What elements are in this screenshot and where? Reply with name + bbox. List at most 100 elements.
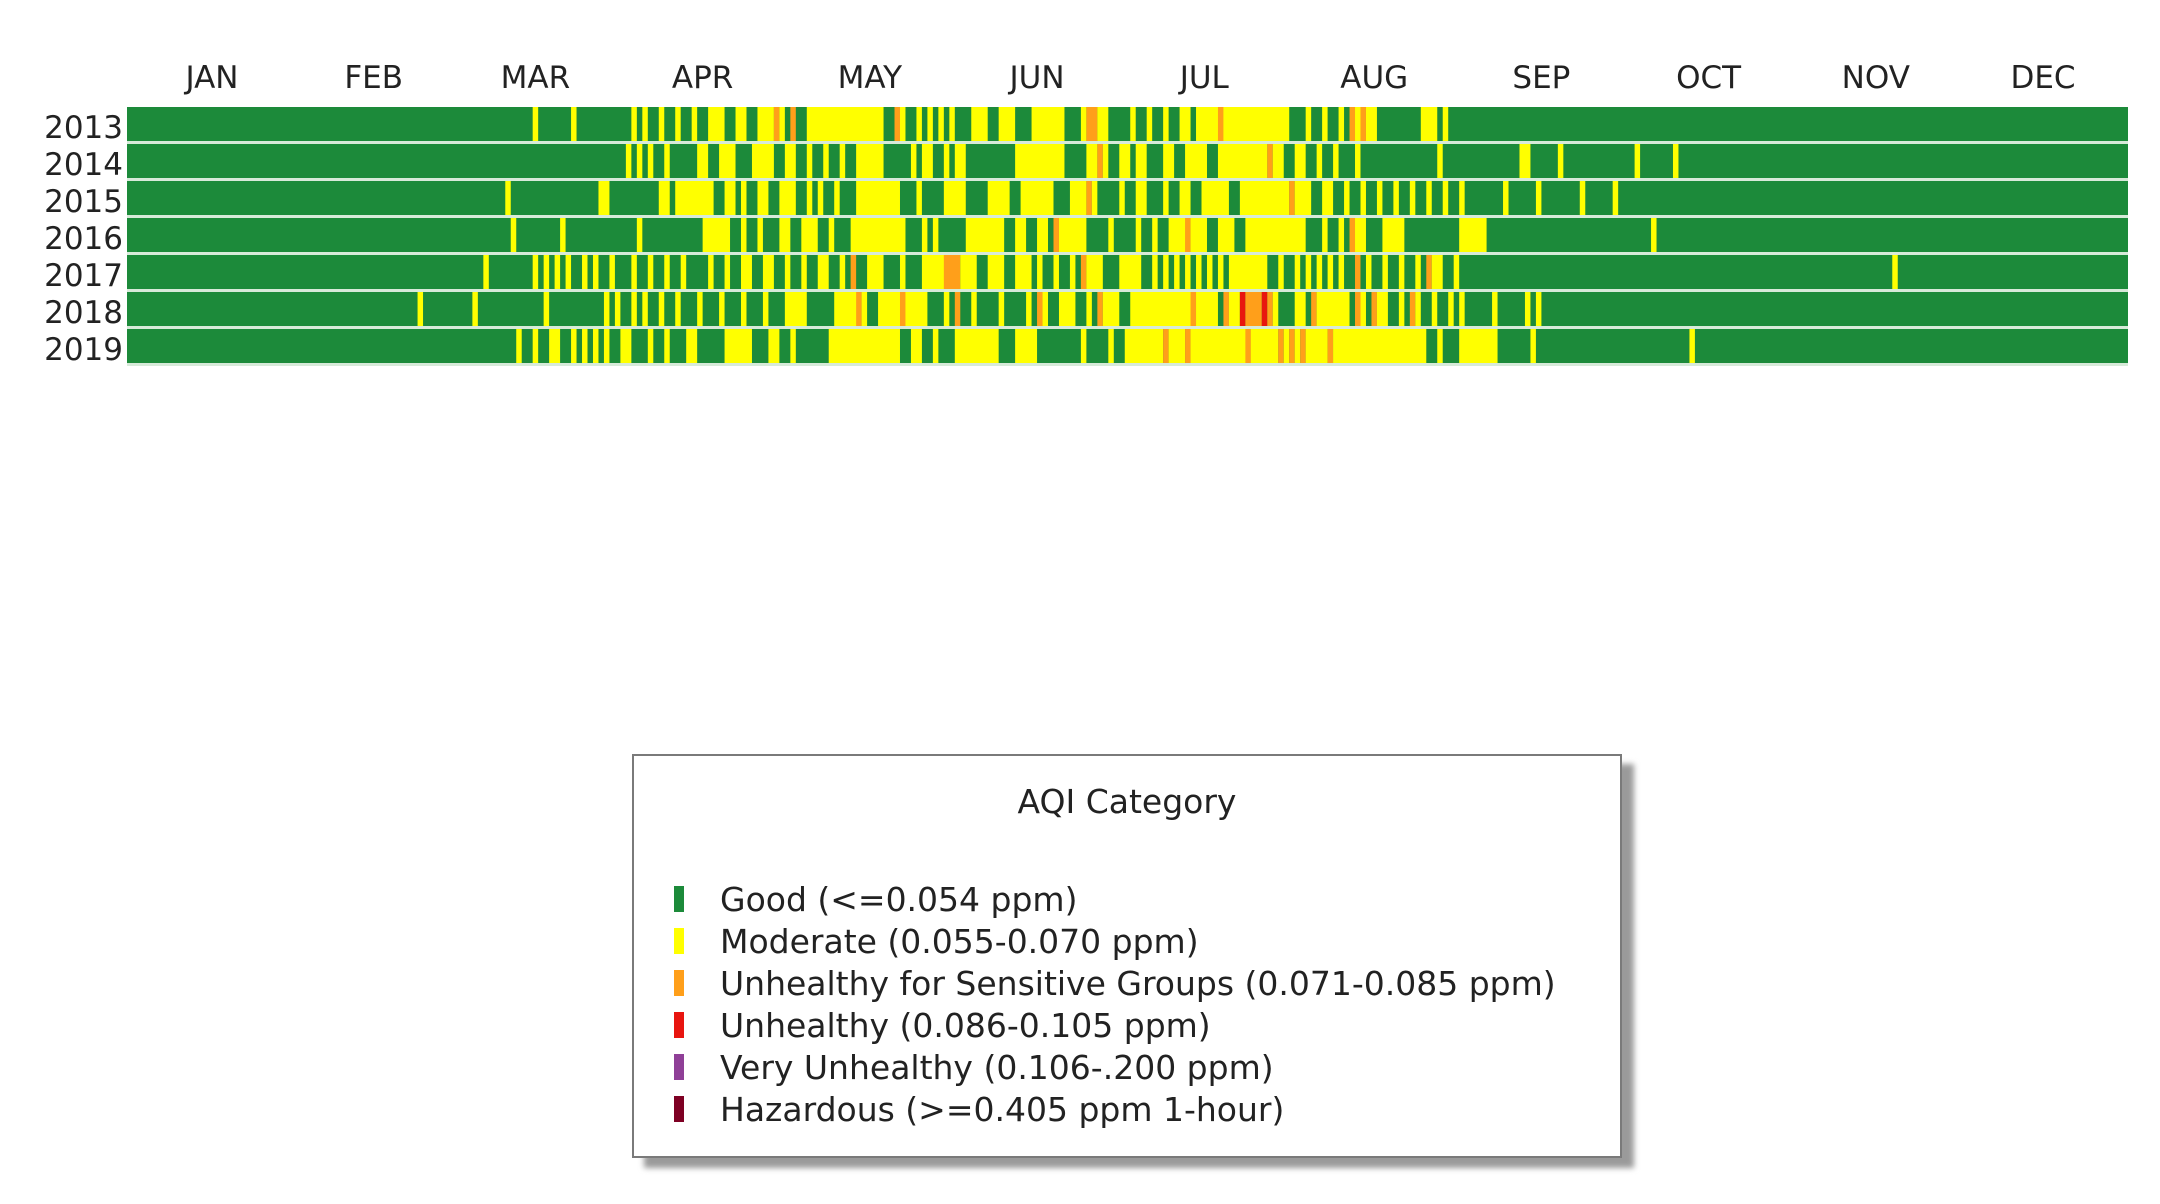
aqi-day-segment — [790, 329, 796, 363]
aqi-day-segment — [1228, 255, 1268, 289]
aqi-day-segment — [1097, 292, 1103, 326]
aqi-day-segment — [757, 181, 769, 215]
aqi-day-segment — [1557, 144, 1564, 178]
aqi-day-segment — [1174, 255, 1180, 289]
good-background-bar — [127, 107, 2128, 141]
aqi-day-segment — [1217, 218, 1235, 252]
aqi-day-segment — [1376, 181, 1383, 215]
aqi-day-segment — [806, 144, 813, 178]
aqi-day-segment — [927, 107, 933, 141]
good-background-bar — [127, 181, 2128, 215]
aqi-day-segment — [1261, 292, 1268, 326]
aqi-day-segment — [1015, 329, 1038, 363]
aqi-legend: AQI Category Good (<=0.054 ppm) Moderate… — [632, 754, 1622, 1158]
row-separator — [127, 252, 2128, 255]
legend-item-usg: Unhealthy for Sensitive Groups (0.071-0.… — [670, 962, 1556, 1004]
aqi-day-segment — [691, 107, 698, 141]
aqi-day-segment — [1031, 107, 1065, 141]
aqi-day-segment — [1338, 107, 1345, 141]
row-separator — [127, 178, 2128, 181]
aqi-day-segment — [850, 255, 857, 289]
aqi-day-segment — [1355, 144, 1361, 178]
month-label-oct: OCT — [1676, 60, 1742, 96]
aqi-day-segment — [1535, 292, 1542, 326]
aqi-day-segment — [554, 255, 561, 289]
aqi-day-segment — [943, 144, 950, 178]
aqi-day-segment — [1250, 329, 1279, 363]
legend-label-hazardous: Hazardous (>=0.405 ppm 1-hour) — [720, 1089, 1285, 1129]
aqi-day-segment — [790, 107, 796, 141]
aqi-day-segment — [949, 107, 955, 141]
aqi-day-segment — [719, 144, 736, 178]
aqi-day-segment — [938, 107, 944, 141]
aqi-day-segment — [806, 181, 813, 215]
aqi-day-segment — [1349, 107, 1356, 141]
aqi-day-segment — [675, 292, 681, 326]
aqi-day-segment — [1097, 107, 1109, 141]
aqi-day-segment — [1316, 292, 1350, 326]
aqi-day-segment — [1311, 292, 1317, 326]
month-label-jun: JUN — [1008, 60, 1065, 96]
aqi-day-segment — [625, 144, 632, 178]
aqi-day-segment — [1108, 329, 1114, 363]
aqi-day-segment — [565, 255, 572, 289]
aqi-day-segment — [1037, 255, 1043, 289]
aqi-day-segment — [1448, 292, 1454, 326]
legend-item-good: Good (<=0.054 ppm) — [670, 878, 1556, 920]
aqi-day-segment — [642, 107, 648, 141]
aqi-day-segment — [1119, 255, 1142, 289]
aqi-day-segment — [1355, 107, 1361, 141]
aqi-day-segment — [658, 107, 665, 141]
aqi-day-segment — [1185, 144, 1207, 178]
row-separator — [127, 326, 2128, 329]
aqi-day-segment — [658, 292, 665, 326]
aqi-day-segment — [1535, 181, 1542, 215]
aqi-day-segment — [954, 144, 966, 178]
aqi-day-segment — [1360, 107, 1366, 141]
aqi-day-segment — [1672, 144, 1679, 178]
month-label-aug: AUG — [1340, 60, 1408, 96]
legend-item-unhealthy: Unhealthy (0.086-0.105 ppm) — [670, 1004, 1556, 1046]
aqi-day-segment — [603, 329, 610, 363]
aqi-day-segment — [910, 144, 917, 178]
aqi-day-segment — [757, 218, 763, 252]
aqi-day-segment — [894, 107, 900, 141]
aqi-day-segment — [603, 292, 610, 326]
month-label-apr: APR — [672, 60, 733, 96]
aqi-day-segment — [1163, 181, 1169, 215]
aqi-day-segment — [773, 107, 780, 141]
aqi-day-segment — [1245, 292, 1262, 326]
aqi-day-segment — [1492, 292, 1498, 326]
aqi-day-segment — [1355, 255, 1361, 289]
aqi-day-segment — [724, 329, 752, 363]
row-separator — [127, 215, 2128, 218]
aqi-day-segment — [1431, 255, 1443, 289]
aqi-day-segment — [1459, 181, 1465, 215]
aqi-day-segment — [1185, 255, 1191, 289]
aqi-day-segment — [1294, 181, 1312, 215]
legend-list: Good (<=0.054 ppm) Moderate (0.055-0.070… — [670, 878, 1556, 1130]
aqi-day-segment — [987, 255, 1005, 289]
aqi-day-segment — [1426, 255, 1432, 289]
aqi-day-segment — [1091, 181, 1098, 215]
good-background-bar — [127, 218, 2128, 252]
aqi-day-segment — [1163, 329, 1169, 363]
aqi-day-segment — [543, 255, 550, 289]
aqi-day-segment — [757, 107, 774, 141]
aqi-day-segment — [647, 255, 654, 289]
aqi-day-segment — [1283, 329, 1290, 363]
aqi-day-segment — [817, 181, 824, 215]
aqi-day-segment — [850, 218, 906, 252]
aqi-day-segment — [1579, 181, 1586, 215]
aqi-day-segment — [532, 329, 539, 363]
aqi-day-segment — [1415, 292, 1421, 326]
aqi-day-segment — [417, 292, 424, 326]
aqi-day-segment — [1124, 329, 1164, 363]
aqi-day-segment — [1119, 144, 1131, 178]
aqi-day-segment — [1322, 107, 1328, 141]
aqi-day-segment — [1135, 218, 1142, 252]
aqi-day-segment — [1228, 292, 1240, 326]
legend-swatch-unhealthy — [674, 1012, 684, 1038]
aqi-day-segment — [1371, 292, 1377, 326]
aqi-day-segment — [943, 181, 966, 215]
